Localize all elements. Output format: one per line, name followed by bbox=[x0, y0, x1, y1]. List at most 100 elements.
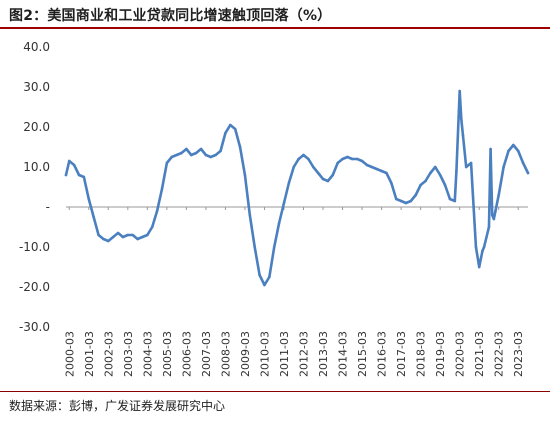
data-point bbox=[141, 235, 144, 239]
data-point bbox=[248, 213, 252, 217]
data-point bbox=[477, 265, 481, 269]
data-point bbox=[102, 237, 105, 241]
title-divider bbox=[0, 27, 550, 29]
data-point bbox=[360, 159, 364, 163]
data-point bbox=[272, 245, 276, 249]
data-point bbox=[448, 197, 452, 201]
data-point bbox=[82, 175, 86, 179]
data-point bbox=[92, 215, 95, 219]
data-point bbox=[497, 193, 501, 197]
data-point bbox=[64, 173, 68, 177]
x-tick-label: 2007-03 bbox=[200, 331, 213, 377]
data-point bbox=[126, 233, 130, 237]
data-point bbox=[399, 199, 403, 203]
y-tick-label: 20.0 bbox=[23, 120, 50, 134]
data-point bbox=[155, 209, 159, 213]
data-point bbox=[136, 237, 139, 241]
data-point bbox=[494, 209, 497, 213]
data-point bbox=[287, 181, 291, 185]
data-point bbox=[111, 235, 115, 239]
data-point bbox=[516, 149, 520, 153]
y-tick-label: - bbox=[46, 200, 50, 214]
data-point bbox=[489, 147, 492, 151]
x-tick-label: 2001-03 bbox=[83, 331, 96, 377]
data-point bbox=[474, 245, 478, 249]
data-point bbox=[346, 155, 349, 159]
x-tick-label: 2019-03 bbox=[434, 331, 447, 377]
data-point bbox=[238, 145, 242, 149]
x-tick-label: 2003-03 bbox=[122, 331, 135, 377]
data-point bbox=[199, 147, 203, 151]
y-tick-label: 40.0 bbox=[23, 40, 50, 54]
x-tick-label: 2014-03 bbox=[337, 331, 350, 377]
data-point bbox=[380, 169, 383, 173]
data-point bbox=[307, 157, 310, 161]
data-point bbox=[331, 173, 335, 177]
data-point bbox=[292, 165, 296, 169]
data-point bbox=[219, 149, 222, 153]
data-point bbox=[160, 187, 164, 191]
x-tick-label: 2009-03 bbox=[239, 331, 252, 377]
data-point bbox=[146, 233, 149, 237]
data-point bbox=[502, 165, 505, 169]
footer-divider bbox=[0, 391, 550, 392]
data-point bbox=[370, 165, 374, 169]
data-point bbox=[326, 179, 330, 183]
data-point bbox=[170, 155, 174, 159]
x-tick-label: 2002-03 bbox=[102, 331, 115, 377]
data-point bbox=[121, 235, 125, 239]
x-tick-label: 2000-03 bbox=[63, 331, 76, 377]
data-point bbox=[341, 157, 344, 161]
y-tick-label: 10.0 bbox=[23, 160, 50, 174]
x-tick-label: 2006-03 bbox=[180, 331, 193, 377]
data-point bbox=[116, 231, 120, 235]
x-tick-label: 2004-03 bbox=[141, 331, 154, 377]
data-point bbox=[233, 127, 237, 131]
data-point bbox=[443, 183, 447, 187]
chart-title: 图2：美国商业和工业贷款同比增速触顶回落（%） bbox=[9, 8, 332, 24]
data-point bbox=[355, 157, 359, 161]
x-tick-label: 2020-03 bbox=[454, 331, 467, 377]
y-tick-label: -20.0 bbox=[19, 280, 50, 294]
data-point bbox=[204, 153, 208, 157]
data-point bbox=[263, 283, 266, 287]
data-point bbox=[490, 213, 494, 217]
data-point bbox=[77, 173, 81, 177]
data-point bbox=[479, 257, 483, 261]
data-point bbox=[311, 165, 315, 169]
data-point bbox=[469, 161, 473, 165]
data-point bbox=[302, 153, 305, 157]
data-point bbox=[253, 245, 257, 249]
data-point bbox=[258, 273, 261, 277]
data-point bbox=[414, 193, 418, 197]
data-point bbox=[461, 133, 465, 137]
data-point bbox=[277, 221, 281, 225]
line-chart: 40.0 30.0 20.0 10.0 - -10.0 -20.0 -30.0 2000-03… bbox=[19, 40, 530, 377]
data-point bbox=[189, 153, 193, 157]
data-point bbox=[464, 165, 468, 169]
data-point bbox=[72, 163, 76, 167]
data-point bbox=[175, 153, 178, 157]
data-point bbox=[268, 275, 271, 279]
data-point bbox=[165, 161, 169, 165]
data-point bbox=[507, 149, 510, 153]
source-note: 数据来源：彭博，广发证券发展研究中心 bbox=[9, 399, 226, 413]
x-tick-label: 2021-03 bbox=[473, 331, 486, 377]
x-tick-label: 2010-03 bbox=[258, 331, 271, 377]
data-point bbox=[209, 155, 213, 159]
data-point bbox=[224, 131, 227, 135]
data-point bbox=[316, 171, 320, 175]
data-point bbox=[429, 171, 432, 175]
data-point bbox=[214, 153, 217, 157]
data-point bbox=[512, 143, 515, 147]
data-point bbox=[458, 89, 461, 93]
data-point bbox=[131, 233, 134, 237]
data-point bbox=[87, 197, 91, 201]
x-tick-label: 2012-03 bbox=[298, 331, 311, 377]
data-point bbox=[419, 183, 422, 187]
chart-area: 40.0 30.0 20.0 10.0 - -10.0 -20.0 -30.0 2000-03… bbox=[0, 32, 550, 387]
data-point bbox=[390, 181, 393, 185]
x-tick-label: 2013-03 bbox=[317, 331, 330, 377]
data-point bbox=[438, 173, 442, 177]
data-point bbox=[229, 123, 232, 127]
